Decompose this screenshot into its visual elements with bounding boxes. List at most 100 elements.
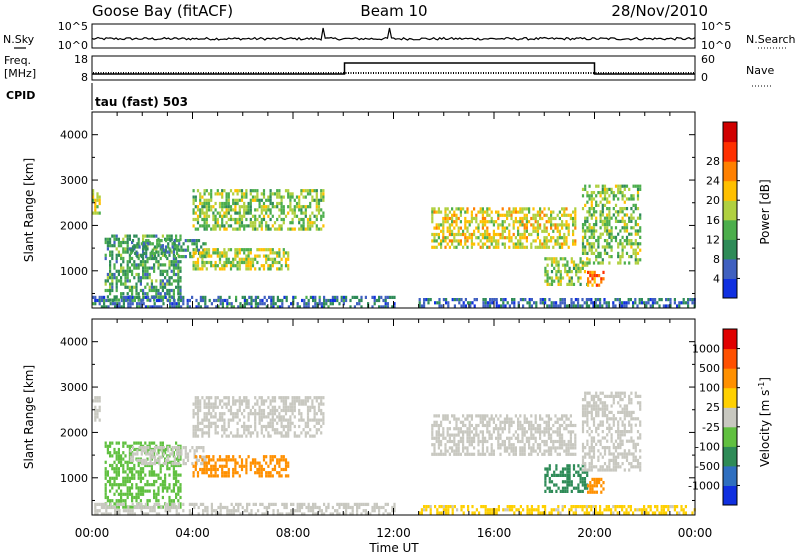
heatmap-cell: [451, 440, 453, 443]
heatmap-cell: [586, 226, 588, 229]
heatmap-cell: [606, 417, 608, 420]
heatmap-cell: [550, 446, 552, 449]
heatmap-cell: [630, 239, 632, 242]
heatmap-cell: [201, 396, 203, 399]
heatmap-cell: [234, 258, 236, 261]
heatmap-cell: [557, 430, 559, 433]
heatmap-cell: [176, 302, 178, 305]
heatmap-cell: [584, 480, 586, 483]
heatmap-cell: [292, 228, 294, 231]
heatmap-cell: [274, 396, 276, 399]
heatmap-cell: [172, 452, 174, 455]
heatmap-cell: [215, 299, 217, 302]
heatmap-cell: [600, 217, 602, 220]
heatmap-cell: [314, 199, 316, 202]
heatmap-cell: [267, 215, 269, 218]
heatmap-cell: [246, 503, 248, 506]
heatmap-cell: [378, 506, 380, 509]
heatmap-cell: [571, 270, 573, 273]
heatmap-cell: [208, 462, 210, 465]
heatmap-cell: [140, 283, 142, 286]
heatmap-cell: [502, 304, 504, 307]
heatmap-cell: [469, 233, 471, 236]
heatmap-cell: [305, 396, 307, 399]
heatmap-cell: [593, 440, 595, 443]
heatmap-cell: [528, 453, 530, 456]
heatmap-cell: [175, 286, 177, 289]
heatmap-cell: [440, 443, 442, 446]
heatmap-cell: [250, 296, 252, 299]
heatmap-cell: [250, 409, 252, 412]
heatmap-cell: [140, 260, 142, 263]
heatmap-cell: [617, 261, 619, 264]
heatmap-cell: [208, 409, 210, 412]
heatmap-cell: [624, 392, 626, 395]
heatmap-cell: [206, 228, 208, 231]
heatmap-cell: [502, 301, 504, 304]
heatmap-cell: [319, 506, 321, 509]
heatmap-cell: [311, 212, 313, 215]
heatmap-cell: [195, 425, 197, 428]
heatmap-cell: [674, 301, 676, 304]
heatmap-cell: [622, 433, 624, 436]
heatmap-cell: [125, 509, 127, 512]
heatmap-cell: [94, 399, 96, 402]
heatmap-cell: [243, 205, 245, 208]
heatmap-cell: [210, 422, 212, 425]
heatmap-cell: [110, 302, 112, 305]
heatmap-cell: [105, 279, 107, 282]
heatmap-cell: [595, 223, 597, 226]
heatmap-cell: [551, 260, 553, 263]
heatmap-cell: [193, 425, 195, 428]
heatmap-cell: [178, 456, 180, 459]
heatmap-cell: [551, 280, 553, 283]
heatmap-cell: [307, 412, 309, 415]
heatmap-cell: [595, 408, 597, 411]
heatmap-cell: [619, 417, 621, 420]
heatmap-cell: [261, 399, 263, 402]
heatmap-cell: [469, 453, 471, 456]
heatmap-cell: [617, 427, 619, 430]
heatmap-cell: [191, 446, 193, 449]
heatmap-cell: [272, 422, 274, 425]
heatmap-cell: [654, 301, 656, 304]
heatmap-cell: [120, 483, 122, 486]
heatmap-cell: [208, 403, 210, 406]
heatmap-cell: [543, 430, 545, 433]
heatmap-cell: [239, 228, 241, 231]
heatmap-cell: [254, 471, 256, 474]
heatmap-cell: [325, 302, 327, 305]
heatmap-cell: [510, 424, 512, 427]
heatmap-cell: [276, 409, 278, 412]
heatmap-cell: [129, 299, 131, 302]
heatmap-cell: [637, 197, 639, 200]
heatmap-cell: [276, 202, 278, 205]
heatmap-cell: [600, 194, 602, 197]
heatmap-cell: [559, 430, 561, 433]
heatmap-cell: [297, 509, 299, 512]
heatmap-cell: [285, 435, 287, 438]
heatmap-cell: [486, 233, 488, 236]
heatmap-cell: [508, 421, 510, 424]
heatmap-cell: [544, 474, 546, 477]
heatmap-cell: [276, 189, 278, 192]
heatmap-cell: [469, 440, 471, 443]
heatmap-cell: [427, 298, 429, 301]
heatmap-cell: [311, 221, 313, 224]
heatmap-cell: [316, 224, 318, 227]
heatmap-cell: [589, 427, 591, 430]
heatmap-cell: [611, 249, 613, 252]
heatmap-cell: [624, 213, 626, 216]
heatmap-cell: [167, 506, 169, 509]
heatmap-cell: [574, 446, 576, 449]
heatmap-cell: [122, 273, 124, 276]
heatmap-cell: [204, 264, 206, 267]
heatmap-cell: [570, 424, 572, 427]
heatmap-cell: [94, 415, 96, 418]
heatmap-cell: [226, 396, 228, 399]
heatmap-cell: [155, 474, 157, 477]
heatmap-cell: [197, 205, 199, 208]
heatmap-cell: [641, 301, 643, 304]
heatmap-cell: [173, 503, 175, 506]
heatmap-cell: [624, 408, 626, 411]
